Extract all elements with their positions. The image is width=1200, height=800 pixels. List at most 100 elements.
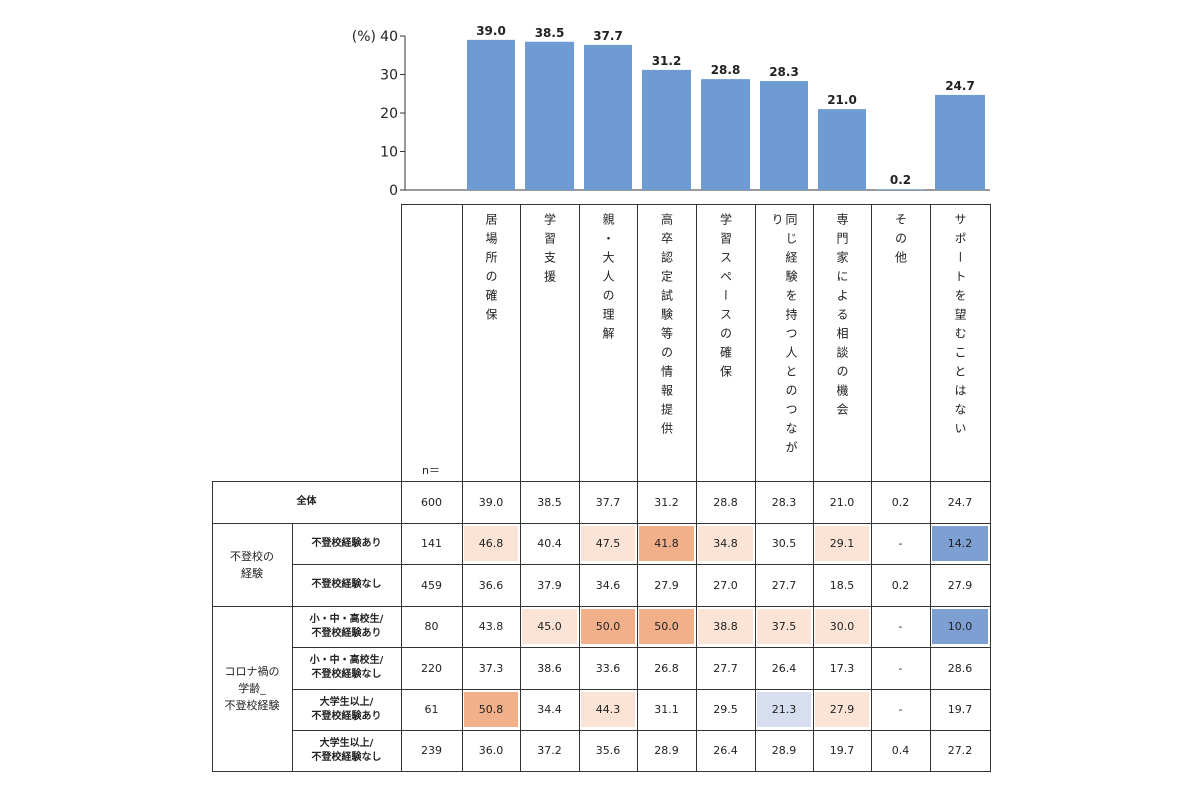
- table-cell: 37.7: [595, 495, 621, 509]
- cell-value: 50.0: [654, 620, 679, 633]
- cell-value: 45.0: [537, 620, 562, 633]
- table-cell: 38.6: [537, 661, 562, 675]
- row-label: 小・中・高校生/ 不登校経験なし: [309, 655, 384, 680]
- row-label: 大学生以上/ 不登校経験あり: [311, 696, 382, 722]
- bar-value-label: 39.0: [476, 24, 506, 38]
- cell-highlight: [815, 526, 869, 561]
- bar-value-label: 28.8: [711, 63, 741, 77]
- grid-line: [212, 606, 991, 607]
- bar: [876, 189, 925, 190]
- bar: [642, 69, 691, 190]
- y-tick-label: 10: [380, 145, 398, 161]
- table-cell: 27.9: [654, 578, 679, 592]
- column-header-label: 同じ経験を持つ人とのつながり: [770, 213, 798, 460]
- grid-line: [462, 204, 463, 771]
- grid-line: [871, 204, 872, 771]
- bar-chart: 0 10 20 30 40(%) 39.0 38.5 37.7 31.2 28.8 28.3 21.0…: [352, 24, 990, 199]
- table-cell: 36.0: [478, 744, 504, 757]
- table-cell: 38.8: [696, 606, 755, 647]
- table-cell: -: [898, 703, 903, 716]
- bar: [467, 39, 515, 190]
- grid-line: [292, 689, 991, 690]
- table-cell: 27.9: [813, 689, 871, 730]
- cell-highlight: [698, 609, 753, 644]
- grid-line: [755, 204, 756, 771]
- grid-line: [292, 730, 991, 731]
- cell-value: 37.5: [771, 620, 797, 633]
- grid-line: [212, 771, 991, 772]
- table-cell: 50.0: [637, 606, 696, 647]
- n-cell: 459: [421, 578, 442, 592]
- table-cell: 28.9: [771, 744, 797, 757]
- grid-line: [579, 204, 580, 771]
- table-cell: 0.4: [891, 744, 910, 757]
- grid-line: [930, 204, 931, 771]
- table-cell: 50.0: [579, 606, 637, 647]
- cell-value: 50.0: [595, 620, 621, 633]
- y-tick-label: 30: [380, 68, 398, 84]
- grid-line: [813, 204, 814, 771]
- y-tick-label: 20: [380, 106, 398, 122]
- bar: [935, 94, 985, 190]
- bar: [760, 81, 808, 190]
- row-label: 不登校経験なし: [311, 579, 382, 590]
- grid-line: [292, 647, 991, 648]
- y-tick-label: 40: [380, 29, 398, 45]
- table-cell: 35.6: [595, 744, 621, 757]
- grid-line: [637, 204, 638, 771]
- column-header-label: 高卒認定試験等の情報提供: [659, 213, 674, 441]
- bar-value-label: 31.2: [652, 54, 682, 68]
- cell-value: 14.2: [947, 537, 973, 550]
- cell-value: 41.8: [654, 537, 679, 550]
- column-header: 親・大人の理解: [579, 207, 637, 477]
- table-cell: 28.8: [713, 495, 738, 509]
- bar: [525, 41, 574, 191]
- column-header: サポートを望むことはない: [930, 207, 990, 477]
- cell-highlight: [815, 692, 869, 727]
- column-header: 同じ経験を持つ人とのつながり: [755, 207, 813, 477]
- table-cell: 28.6: [947, 661, 973, 675]
- cell-highlight: [757, 609, 811, 644]
- table-cell: 44.3: [579, 689, 637, 730]
- cell-value: 27.9: [829, 703, 855, 716]
- table-cell: 45.0: [520, 606, 579, 647]
- cell-value: 34.8: [713, 537, 738, 550]
- table-cell: 38.5: [537, 495, 562, 509]
- n-cell: 600: [421, 495, 442, 509]
- table-cell: 31.2: [654, 495, 679, 509]
- table-cell: 17.3: [829, 661, 855, 675]
- bar-value-label: 28.3: [769, 65, 799, 79]
- grid-line: [990, 204, 991, 771]
- cell-value: 46.8: [478, 537, 504, 550]
- table-cell: 37.2: [537, 744, 562, 757]
- table-cell: 39.0: [478, 495, 504, 509]
- row-label: 不登校経験あり: [311, 537, 382, 549]
- table-cell: 28.9: [654, 744, 679, 757]
- table-cell: 19.7: [829, 744, 855, 757]
- group-label: 不登校の 経験: [230, 549, 274, 580]
- table-cell: -: [898, 537, 903, 550]
- table-cell: 33.6: [595, 661, 621, 675]
- cell-value: 38.8: [713, 620, 738, 633]
- row-label: 大学生以上/ 不登校経験なし: [311, 737, 382, 763]
- table-cell: 31.1: [654, 703, 679, 716]
- y-tick-label: 0: [389, 183, 398, 199]
- cell-highlight: [639, 609, 694, 644]
- table-cell: 27.0: [713, 578, 738, 592]
- cell-value: 44.3: [595, 703, 621, 716]
- table-cell: 28.3: [771, 495, 797, 509]
- column-header: 学習支援: [520, 207, 579, 477]
- table-cell: 34.6: [595, 578, 621, 592]
- table-cell: 10.0: [930, 606, 990, 647]
- grid-line: [401, 204, 402, 771]
- bar-value-label: 24.7: [945, 79, 975, 93]
- table-cell: 24.7: [947, 495, 973, 509]
- column-header-label: 親・大人の理解: [601, 213, 615, 346]
- table-cell: 37.3: [478, 661, 504, 675]
- table-cell: 27.7: [771, 578, 797, 592]
- bar-value-label: 37.7: [593, 29, 623, 43]
- cell-highlight: [464, 692, 518, 727]
- column-header: 高卒認定試験等の情報提供: [637, 207, 696, 477]
- grid-line: [696, 204, 697, 771]
- table-cell: 27.7: [713, 661, 738, 675]
